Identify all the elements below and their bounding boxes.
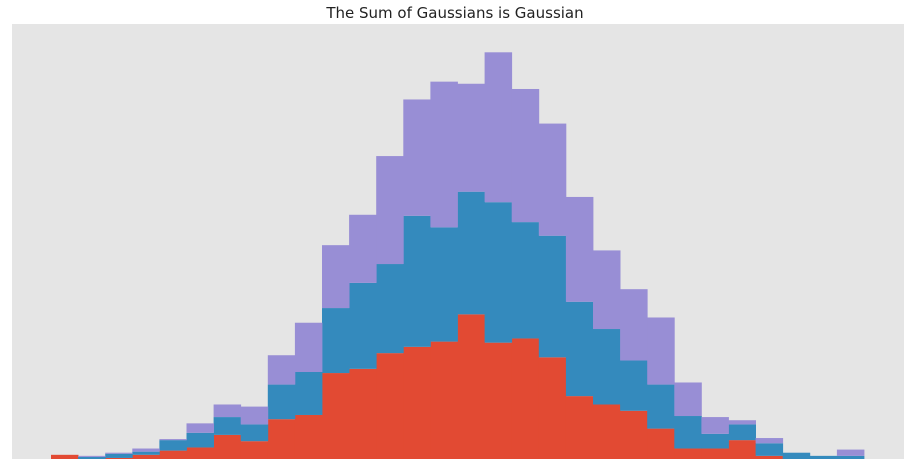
histogram-bar-series-2-bin-5 — [159, 440, 187, 451]
histogram-bar-series-2-bin-17 — [484, 202, 513, 343]
histogram-bar-series-2-bin-23 — [647, 384, 675, 429]
histogram-bar-series-1-bin-27 — [755, 455, 784, 459]
histogram-bar-series-3-bin-16 — [457, 83, 485, 192]
histogram-bar-series-3-bin-3 — [105, 452, 133, 454]
histogram-bar-series-2-bin-12 — [349, 282, 377, 369]
histogram-bar-series-3-bin-22 — [620, 289, 648, 361]
histogram-bar-series-2-bin-29 — [809, 455, 838, 459]
histogram-bar-series-1-bin-26 — [728, 440, 756, 459]
histogram-bar-series-1-bin-7 — [213, 434, 242, 459]
histogram-bar-series-2-bin-19 — [538, 235, 567, 358]
bar-group — [51, 52, 865, 459]
histogram-bar-series-1-bin-19 — [538, 357, 567, 459]
histogram-bar-series-2-bin-3 — [105, 453, 133, 458]
histogram-bar-series-3-bin-17 — [484, 52, 513, 203]
histogram-bar-series-3-bin-10 — [294, 322, 323, 372]
histogram-bar-series-3-bin-12 — [349, 214, 377, 283]
histogram-bar-series-1-bin-23 — [647, 428, 675, 459]
histogram-bar-series-3-bin-14 — [403, 99, 431, 216]
histogram-bar-series-1-bin-17 — [484, 342, 513, 459]
histogram-bar-series-2-bin-30 — [836, 455, 865, 459]
histogram-bar-series-1-bin-21 — [593, 404, 621, 459]
histogram-bar-series-1-bin-13 — [376, 353, 404, 459]
histogram-bar-series-2-bin-10 — [294, 372, 323, 415]
histogram-bar-series-3-bin-21 — [593, 250, 621, 330]
histogram-bar-series-1-bin-24 — [674, 448, 702, 459]
histogram-bar-series-2-bin-14 — [403, 215, 431, 347]
histogram-bar-series-1-bin-4 — [132, 454, 160, 459]
histogram-bar-series-2-bin-28 — [782, 452, 811, 459]
histogram-bar-series-1-bin-11 — [322, 373, 350, 459]
histogram-bar-series-3-bin-9 — [267, 355, 296, 385]
histogram-bar-series-3-bin-5 — [159, 439, 187, 441]
chart-title: The Sum of Gaussians is Gaussian — [326, 4, 584, 22]
histogram-bar-series-3-bin-20 — [565, 196, 594, 302]
histogram-bar-series-2-bin-7 — [213, 417, 242, 435]
histogram-bar-series-3-bin-25 — [701, 417, 729, 434]
histogram-bar-series-1-bin-5 — [159, 450, 187, 459]
histogram-bar-series-3-bin-26 — [728, 420, 756, 425]
histogram-bar-series-2-bin-16 — [457, 191, 485, 315]
histogram-bar-series-1-bin-16 — [457, 314, 485, 459]
histogram-bar-series-1-bin-9 — [267, 419, 296, 459]
histogram-bar-series-1-bin-22 — [620, 410, 648, 459]
histogram-bar-series-3-bin-13 — [376, 156, 404, 265]
histogram-bar-series-2-bin-11 — [322, 308, 350, 374]
histogram-bar-series-2-bin-6 — [186, 432, 214, 448]
histogram-bar-series-1-bin-8 — [240, 441, 269, 459]
histogram-bar-series-2-bin-18 — [511, 222, 540, 339]
histogram-bar-series-1-bin-3 — [105, 457, 133, 459]
histogram-bar-series-2-bin-8 — [240, 424, 269, 442]
histogram-bar-series-3-bin-2 — [78, 455, 106, 457]
histogram-bar-series-2-bin-2 — [78, 456, 106, 459]
histogram-bar-series-2-bin-4 — [132, 451, 160, 455]
histogram-bar-series-2-bin-15 — [430, 227, 458, 342]
histogram-bar-series-3-bin-18 — [511, 88, 540, 223]
histogram-bar-series-2-bin-26 — [728, 424, 756, 441]
histogram-bar-series-3-bin-11 — [322, 245, 350, 309]
histogram-bar-series-1-bin-20 — [565, 396, 594, 459]
histogram-bar-series-2-bin-25 — [701, 433, 729, 449]
histogram-bar-series-1-bin-6 — [186, 447, 214, 459]
histogram-bar-series-1-bin-10 — [294, 414, 323, 459]
histogram-bar-series-2-bin-24 — [674, 416, 702, 449]
histogram-bar-series-2-bin-27 — [755, 443, 784, 456]
histogram-bar-series-3-bin-19 — [538, 123, 567, 236]
histogram-bar-series-2-bin-20 — [565, 301, 594, 397]
histogram-bar-series-3-bin-8 — [240, 406, 269, 425]
histogram-bar-series-1-bin-15 — [430, 341, 458, 459]
histogram-bar-series-2-bin-21 — [593, 329, 621, 405]
histogram-bar-series-3-bin-24 — [674, 382, 702, 417]
histogram-bar-series-2-bin-22 — [620, 360, 648, 411]
histogram-bar-series-3-bin-23 — [647, 317, 675, 385]
histogram-bar-series-1-bin-12 — [349, 368, 377, 459]
histogram-bar-series-1-bin-25 — [701, 448, 729, 459]
histogram-bar-series-1-bin-18 — [511, 338, 540, 459]
histogram-bar-series-3-bin-30 — [836, 449, 865, 456]
histogram-bar-series-3-bin-15 — [430, 81, 458, 228]
histogram-bar-series-3-bin-27 — [755, 438, 784, 444]
histogram-bar-series-3-bin-7 — [213, 404, 242, 418]
histogram-bar-series-2-bin-13 — [376, 264, 404, 354]
histogram-bar-series-3-bin-4 — [132, 448, 160, 452]
histogram-bar-series-1-bin-14 — [403, 346, 431, 459]
histogram-bar-series-3-bin-6 — [186, 423, 214, 433]
histogram-bar-series-1-bin-1 — [51, 454, 79, 459]
histogram-bar-series-2-bin-9 — [267, 384, 296, 420]
